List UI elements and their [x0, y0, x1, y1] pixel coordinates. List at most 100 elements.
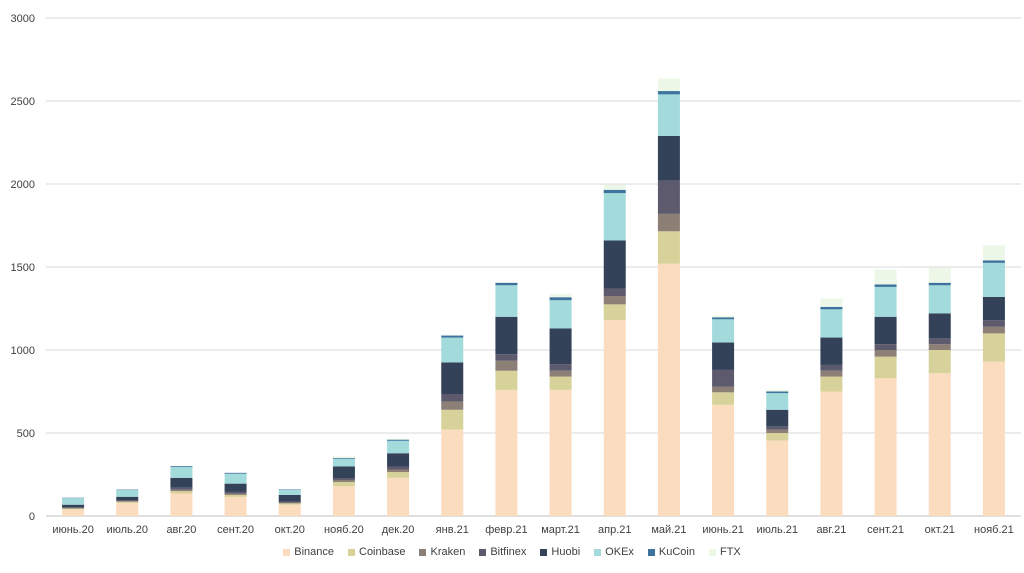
bar-segment-kraken	[116, 501, 139, 502]
x-tick-label: янв.21	[436, 524, 469, 536]
bar-segment-binance	[549, 389, 572, 516]
bar-segment-bitfinex	[657, 180, 680, 214]
y-tick-label: 0	[29, 511, 35, 523]
bar-segment-bitfinex	[928, 338, 951, 345]
bar-segment-binance	[712, 404, 735, 516]
bar-segment-kraken	[278, 502, 301, 504]
bar-segment-huobi	[170, 477, 193, 488]
bar-segment-coinbase	[62, 508, 85, 510]
bar-segment-bitfinex	[224, 491, 247, 494]
bar-segment-okex	[495, 285, 518, 317]
x-tick-label: нояб.20	[324, 524, 364, 536]
bar-segment-kucoin	[441, 335, 464, 338]
bar-segment-kraken	[657, 213, 680, 232]
bar-segment-kucoin	[820, 306, 843, 310]
legend-swatch	[283, 548, 291, 556]
bar-segment-coinbase	[766, 433, 789, 441]
bar-segment-okex	[62, 498, 85, 505]
bar-segment-okex	[224, 473, 247, 484]
bar-segment-kucoin	[224, 472, 247, 474]
bar-segment-okex	[820, 309, 843, 338]
bar-segment-coinbase	[278, 503, 301, 505]
bar-segment-kucoin	[332, 458, 355, 459]
bar-segment-coinbase	[441, 409, 464, 430]
bar-segment-bitfinex	[332, 477, 355, 480]
bar-segment-kraken	[387, 469, 410, 473]
bar-segment-binance	[928, 373, 951, 516]
bar-segment-okex	[549, 300, 572, 329]
bar-segment-kraken	[928, 344, 951, 350]
bar-segment-binance	[603, 320, 626, 516]
bar-segment-bitfinex	[982, 320, 1005, 327]
bar-segment-coinbase	[657, 231, 680, 264]
legend-item-kraken: Kraken	[419, 546, 465, 558]
bar-segment-okex	[116, 490, 139, 497]
bar-segment-coinbase	[332, 481, 355, 487]
bar-segment-bitfinex	[549, 364, 572, 371]
x-tick-label: нояб.21	[974, 524, 1014, 536]
x-tick-label: июнь.21	[702, 524, 744, 536]
legend-label: KuCoin	[658, 546, 695, 558]
bar-segment-coinbase	[495, 370, 518, 390]
legend-label: FTX	[719, 546, 741, 558]
y-tick-label: 2000	[11, 179, 35, 191]
legend-item-coinbase: Coinbase	[348, 546, 405, 558]
bar-segment-kraken	[820, 370, 843, 377]
bar-segment-coinbase	[712, 392, 735, 405]
x-tick-label: сент.20	[217, 524, 254, 536]
legend-item-huobi: Huobi	[540, 546, 580, 558]
x-tick-label: июль.20	[106, 524, 148, 536]
gridlines	[46, 17, 1021, 517]
bar-segment-binance	[332, 486, 355, 516]
bar-segment-kraken	[874, 350, 897, 357]
bar-segment-coinbase	[874, 356, 897, 379]
bar-segment-binance	[170, 493, 193, 516]
bar-segment-binance	[441, 429, 464, 516]
bar-segment-coinbase	[820, 376, 843, 392]
bars	[62, 78, 1005, 516]
x-tick-label: сент.21	[867, 524, 904, 536]
bar-segment-kucoin	[874, 284, 897, 287]
bar-segment-binance	[224, 496, 247, 516]
y-tick-label: 500	[17, 428, 35, 440]
bar-segment-kraken	[603, 296, 626, 305]
bar-segment-huobi	[224, 483, 247, 492]
bar-segment-okex	[766, 393, 789, 410]
legend-label: OKEx	[605, 546, 634, 558]
x-tick-label: апр.21	[598, 524, 631, 536]
x-tick-label: июль.21	[756, 524, 798, 536]
bar-segment-ftx	[603, 184, 626, 190]
bar-segment-coinbase	[928, 350, 951, 374]
x-tick-label: май.21	[651, 524, 686, 536]
chart-canvas: 0 500 1000 1500 2000 2500 3000 июнь.20 июль.20 а…	[11, 13, 1021, 536]
legend-label: Huobi	[551, 546, 581, 558]
bar-segment-coinbase	[982, 333, 1005, 362]
bar-segment-kucoin	[982, 260, 1005, 263]
bar-segment-bitfinex	[495, 354, 518, 361]
legend-swatch	[419, 548, 427, 556]
y-axis-ticks: 0 500 1000 1500 2000 2500 3000	[11, 13, 35, 523]
bar-segment-huobi	[549, 328, 572, 365]
bar-segment-bitfinex	[766, 426, 789, 430]
bar-segment-binance	[116, 503, 139, 516]
legend-label: Bitfinex	[490, 546, 527, 558]
bar-segment-bitfinex	[441, 393, 464, 402]
bar-segment-ftx	[495, 281, 518, 283]
bar-segment-okex	[928, 285, 951, 314]
bar-segment-okex	[387, 440, 410, 454]
legend-swatch	[348, 548, 355, 556]
bar-segment-huobi	[820, 337, 843, 365]
bar-segment-kraken	[441, 401, 464, 410]
bar-segment-kraken	[170, 489, 193, 492]
bar-segment-binance	[278, 504, 301, 516]
bar-segment-bitfinex	[712, 369, 735, 387]
bar-segment-huobi	[657, 135, 680, 181]
bar-segment-coinbase	[603, 304, 626, 321]
bar-segment-huobi	[387, 453, 410, 467]
bar-segment-ftx	[441, 334, 464, 336]
bar-segment-ftx	[657, 78, 680, 92]
bar-segment-okex	[712, 319, 735, 343]
bar-segment-kraken	[332, 479, 355, 482]
bar-segment-kraken	[549, 370, 572, 377]
bar-segment-binance	[387, 477, 410, 516]
